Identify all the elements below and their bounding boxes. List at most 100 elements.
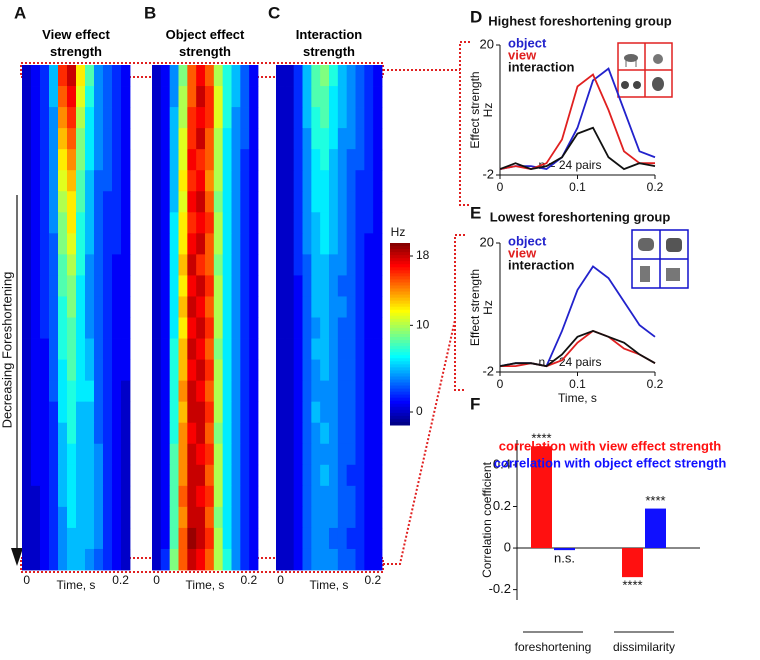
colorbar-step bbox=[390, 282, 410, 286]
heat-cell bbox=[121, 317, 131, 339]
heat-cell bbox=[240, 275, 250, 297]
heat-cell bbox=[293, 338, 303, 360]
heat-cell bbox=[240, 191, 250, 213]
heat-cell bbox=[22, 338, 32, 360]
heat-cell bbox=[49, 380, 59, 403]
heat-cell bbox=[178, 359, 188, 382]
heat-cell bbox=[240, 86, 250, 108]
heat-cell bbox=[213, 380, 224, 403]
y-tick-label: 0.4 bbox=[493, 456, 511, 471]
heat-cell bbox=[187, 170, 197, 192]
heat-cell bbox=[187, 128, 197, 150]
heat-cell bbox=[302, 170, 312, 192]
heat-cell bbox=[58, 443, 68, 466]
heat-cell bbox=[222, 548, 232, 571]
colorbar-step bbox=[390, 252, 410, 256]
heat-cell bbox=[178, 107, 188, 129]
heat-cell bbox=[22, 212, 32, 234]
heat-cell bbox=[94, 128, 104, 150]
heat-cell bbox=[213, 317, 224, 339]
heat-cell bbox=[320, 527, 330, 550]
heat-cell bbox=[364, 149, 374, 171]
heat-cell bbox=[169, 401, 179, 424]
heat-cell bbox=[121, 65, 131, 87]
heat-cell bbox=[373, 275, 383, 297]
heat-cell bbox=[22, 128, 32, 150]
heat-cell bbox=[329, 233, 339, 255]
heat-cell bbox=[85, 485, 95, 508]
heat-cell bbox=[293, 443, 303, 466]
heat-cell bbox=[22, 548, 32, 571]
heat-cell bbox=[67, 338, 77, 360]
heat-cell bbox=[94, 275, 104, 297]
y-tick-label: 20 bbox=[480, 36, 494, 51]
heat-cell bbox=[293, 548, 303, 571]
heat-cell bbox=[231, 86, 241, 108]
heat-cell bbox=[293, 296, 303, 318]
heat-cell bbox=[160, 212, 171, 234]
heat-cell bbox=[40, 485, 50, 508]
heat-cell bbox=[311, 506, 321, 529]
heat-cell bbox=[187, 275, 197, 297]
heat-cell bbox=[355, 212, 365, 234]
heat-cell bbox=[337, 128, 348, 150]
heat-cell bbox=[196, 422, 206, 445]
heat-cell bbox=[276, 149, 286, 171]
colorbar-step bbox=[390, 400, 410, 405]
heat-cell bbox=[213, 527, 224, 550]
heat-cell bbox=[169, 422, 179, 445]
heat-cell bbox=[320, 65, 330, 87]
heat-cell bbox=[302, 359, 312, 382]
heat-cell bbox=[22, 443, 32, 466]
heat-cell bbox=[94, 443, 104, 466]
heat-cell bbox=[58, 338, 68, 360]
heat-cell bbox=[276, 170, 286, 192]
heat-cell bbox=[187, 359, 197, 382]
heat-cell bbox=[329, 317, 339, 339]
heat-cell bbox=[276, 65, 286, 87]
heat-cell bbox=[249, 212, 259, 234]
colorbar-step bbox=[390, 334, 410, 338]
heat-cell bbox=[94, 149, 104, 171]
heat-cell bbox=[169, 338, 179, 360]
heat-cell bbox=[346, 485, 356, 508]
heat-cell bbox=[178, 338, 188, 360]
heat-cell bbox=[76, 170, 86, 192]
x-tick-label: 0.2 bbox=[240, 573, 257, 587]
heat-cell bbox=[213, 254, 224, 276]
heat-cell bbox=[284, 191, 295, 213]
heat-cell bbox=[284, 527, 295, 550]
heat-cell bbox=[169, 233, 179, 255]
x-tick-label: 0 bbox=[23, 573, 30, 587]
heat-cell bbox=[213, 86, 224, 108]
heat-cell bbox=[85, 65, 95, 87]
heat-cell bbox=[152, 317, 162, 339]
colorbar-step bbox=[390, 355, 410, 359]
heat-cell bbox=[222, 443, 232, 466]
colorbar-tick-label: 10 bbox=[416, 318, 430, 332]
heat-cell bbox=[152, 401, 162, 424]
heat-cell bbox=[337, 527, 348, 550]
heat-cell bbox=[31, 65, 41, 87]
heat-cell bbox=[213, 107, 224, 129]
heat-cell bbox=[205, 107, 215, 129]
heat-cell bbox=[196, 149, 206, 171]
heat-cell bbox=[240, 422, 250, 445]
colorbar-step bbox=[390, 421, 410, 426]
heat-cell bbox=[364, 464, 374, 487]
heat-cell bbox=[364, 86, 374, 108]
heat-cell bbox=[311, 191, 321, 213]
x-axis-label: Time, s bbox=[57, 578, 96, 592]
heat-cell bbox=[240, 548, 250, 571]
heat-cell bbox=[22, 527, 32, 550]
heat-cell bbox=[103, 170, 113, 192]
heat-cell bbox=[121, 149, 131, 171]
heat-cell bbox=[320, 254, 330, 276]
heat-cell bbox=[103, 548, 113, 571]
heat-cell bbox=[231, 65, 241, 87]
heat-cell bbox=[187, 422, 197, 445]
heat-cell bbox=[231, 254, 241, 276]
heat-cell bbox=[40, 65, 50, 87]
heat-cell bbox=[205, 128, 215, 150]
heat-cell bbox=[160, 149, 171, 171]
